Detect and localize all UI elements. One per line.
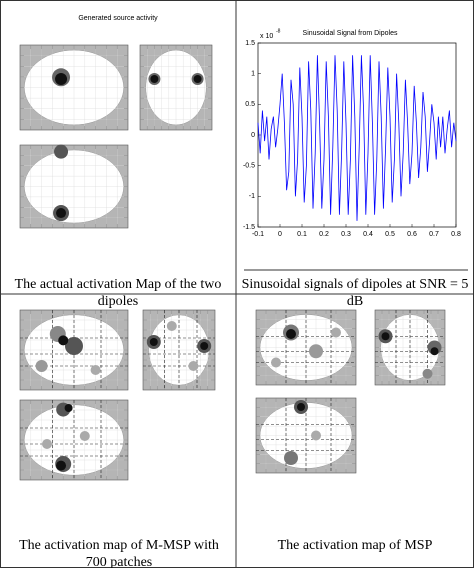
y-tick-label: 0 — [251, 132, 255, 139]
chart-title: Sinusoidal Signal from Dipoles — [303, 30, 398, 37]
caption: The activation map of MSP — [277, 538, 433, 553]
activation-blob — [56, 460, 67, 471]
brain-view — [374, 309, 446, 386]
exponent-power: -8 — [276, 28, 281, 34]
x-tick-label: 0.3 — [341, 231, 351, 238]
activation-blob — [188, 361, 199, 371]
x-tick-label: 0.8 — [451, 231, 461, 238]
signal-line — [257, 55, 457, 221]
activation-blob — [311, 430, 321, 441]
activation-blob — [58, 335, 69, 346]
y-tick-label: 1 — [251, 71, 255, 78]
brain-view — [255, 309, 357, 386]
activation-blob — [422, 368, 433, 379]
activation-blob — [309, 344, 323, 359]
y-tick-label: -0.5 — [243, 163, 255, 170]
caption: The activation map of M-MSP with 700 pat… — [19, 538, 219, 568]
activation-blob — [297, 403, 305, 411]
brain-view — [255, 397, 357, 474]
activation-blob — [149, 338, 158, 346]
x-tick-label: 0.4 — [363, 231, 373, 238]
y-tick-label: -1 — [249, 193, 255, 200]
activation-blob — [79, 431, 90, 441]
activation-blob — [193, 75, 202, 83]
y-tick-label: -1.5 — [243, 224, 255, 231]
x-tick-label: 0.2 — [319, 231, 329, 238]
brain-view — [19, 44, 129, 131]
activation-blob — [35, 360, 48, 372]
x-tick-label: 0.7 — [429, 231, 439, 238]
x-tick-label: 0 — [278, 231, 282, 238]
x-tick-label: -0.1 — [252, 231, 264, 238]
caption: Sinusoidal signals of dipoles at SNR = 5… — [241, 277, 469, 309]
brain-view — [139, 44, 213, 131]
x-tick-label: 0.6 — [407, 231, 417, 238]
y-tick-label: 0.5 — [245, 101, 255, 108]
brain-view — [19, 399, 129, 481]
activation-blob — [286, 329, 296, 339]
activation-blob — [65, 337, 83, 355]
activation-blob — [200, 342, 209, 350]
brain-view — [142, 309, 216, 391]
plot-area — [257, 42, 457, 228]
activation-blob — [381, 332, 390, 341]
exponent-base: x 10 — [260, 33, 273, 40]
activation-blob — [54, 144, 69, 159]
panel-title: Generated source activity — [78, 15, 158, 22]
brain-view — [19, 309, 129, 391]
activation-blob — [64, 404, 73, 412]
caption: The actual activation Map of the two dip… — [14, 277, 222, 309]
activation-blob — [42, 439, 52, 449]
activation-blob — [56, 208, 67, 219]
brain-view — [19, 144, 129, 229]
x-tick-label: 0.1 — [297, 231, 307, 238]
activation-blob — [55, 73, 68, 85]
activation-blob — [284, 451, 298, 465]
activation-blob — [430, 347, 439, 356]
activation-blob — [150, 75, 159, 83]
activation-blob — [271, 357, 281, 368]
activation-blob — [166, 321, 177, 331]
activation-blob — [90, 365, 101, 375]
x-tick-label: 0.5 — [385, 231, 395, 238]
activation-blob — [331, 327, 341, 338]
y-tick-label: 1.5 — [245, 40, 255, 47]
